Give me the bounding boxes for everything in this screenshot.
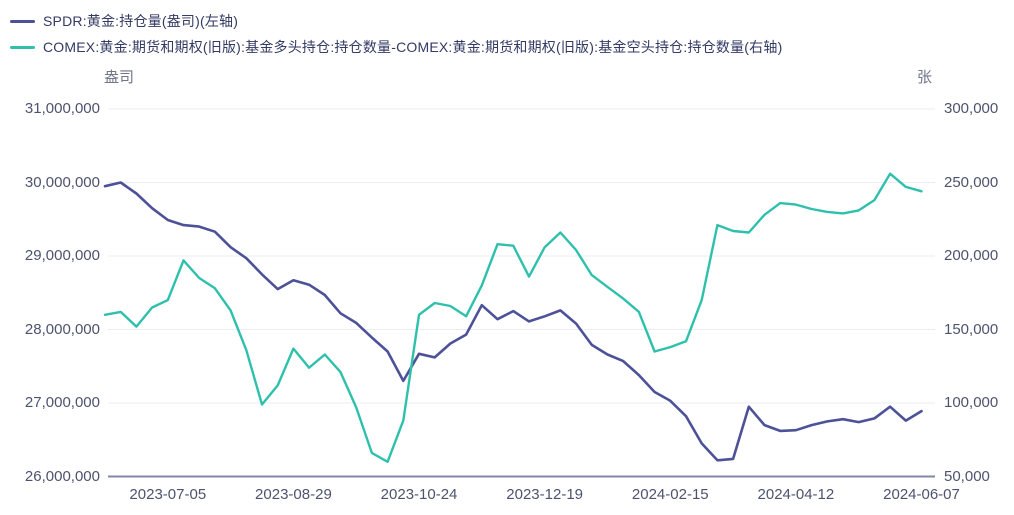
right-axis-tick: 250,000: [944, 173, 999, 191]
x-axis-tick: 2023-07-05: [129, 486, 207, 503]
x-axis-tick: 2024-02-15: [631, 486, 709, 503]
comex-net-position-line: [103, 172, 923, 463]
left-axis-tick: 28,000,000: [24, 320, 100, 338]
right-axis-tick: 150,000: [944, 320, 999, 338]
x-axis-tick: 2024-04-12: [757, 486, 835, 503]
left-axis-tick: 26,000,000: [24, 467, 100, 485]
x-axis-tick: 2024-06-07: [883, 486, 960, 503]
right-axis-unit-label: 张: [916, 69, 932, 86]
x-axis-tick: 2023-08-29: [255, 486, 332, 503]
legend-label-spdr: SPDR:黄金:持仓量(盎司)(左轴): [43, 13, 239, 29]
comex-line-swatch-icon: [10, 45, 35, 49]
spdr-line-swatch-icon: [10, 19, 35, 23]
left-axis-unit-label: 盎司: [104, 69, 135, 86]
left-axis-tick: 30,000,000: [24, 173, 100, 191]
x-axis-tick: 2023-12-19: [506, 486, 584, 503]
left-axis-tick: 29,000,000: [24, 247, 100, 264]
right-axis-tick: 300,000: [944, 100, 999, 117]
legend-label-comex: COMEX:黄金:期货和期权(旧版):基金多头持仓:持仓数量-COMEX:黄金:…: [43, 39, 783, 55]
left-axis-tick: 31,000,000: [24, 100, 100, 117]
legend-item-comex[interactable]: COMEX:黄金:期货和期权(旧版):基金多头持仓:持仓数量-COMEX:黄金:…: [10, 34, 782, 60]
right-axis-tick: 100,000: [944, 394, 999, 411]
chart-legend: SPDR:黄金:持仓量(盎司)(左轴) COMEX:黄金:期货和期权(旧版):基…: [10, 8, 782, 60]
x-axis-tick: 2023-10-24: [380, 486, 458, 503]
left-axis-tick: 27,000,000: [24, 394, 100, 411]
spdr-holdings-line: [103, 181, 923, 462]
right-axis-tick: 50,000: [944, 467, 990, 485]
right-axis-tick: 200,000: [944, 247, 999, 264]
legend-item-spdr[interactable]: SPDR:黄金:持仓量(盎司)(左轴): [10, 8, 782, 34]
